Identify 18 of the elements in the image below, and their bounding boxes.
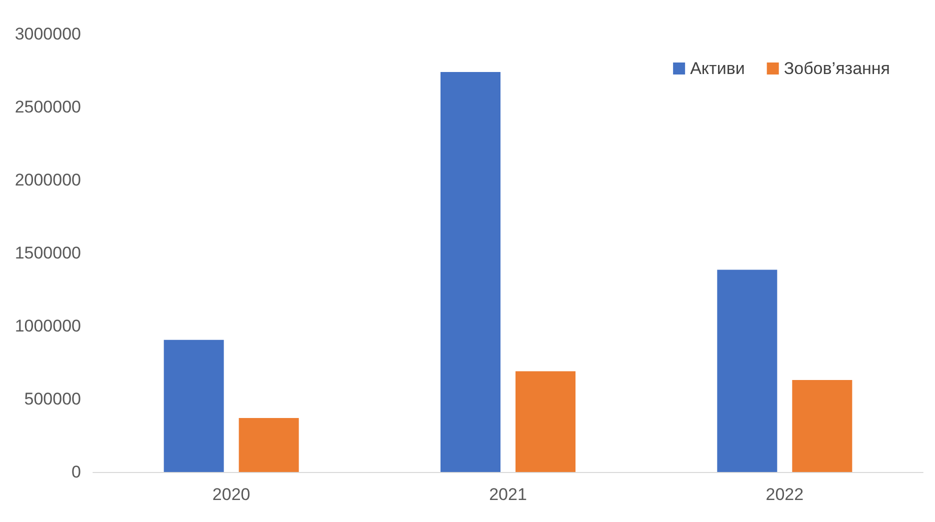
x-tick-label: 2022 [766, 485, 804, 504]
y-tick-label: 1000000 [14, 316, 81, 336]
y-tick-label: 1500000 [14, 244, 81, 262]
bar [717, 270, 778, 472]
bar [238, 418, 299, 472]
y-tick-label: 0 [72, 462, 81, 482]
bar [516, 371, 576, 472]
x-tick-label: 2021 [489, 485, 527, 504]
legend-label: Активи [690, 59, 745, 78]
legend-label: Зобов’язання [784, 59, 890, 78]
bar [164, 340, 224, 472]
bar [440, 72, 500, 472]
y-tick-label: 3000000 [14, 24, 81, 44]
y-tick-label: 2500000 [14, 98, 81, 116]
y-tick-label: 500000 [24, 390, 81, 408]
bar [792, 380, 852, 472]
x-tick-label: 2020 [212, 485, 250, 504]
y-tick-label: 2000000 [14, 170, 81, 190]
